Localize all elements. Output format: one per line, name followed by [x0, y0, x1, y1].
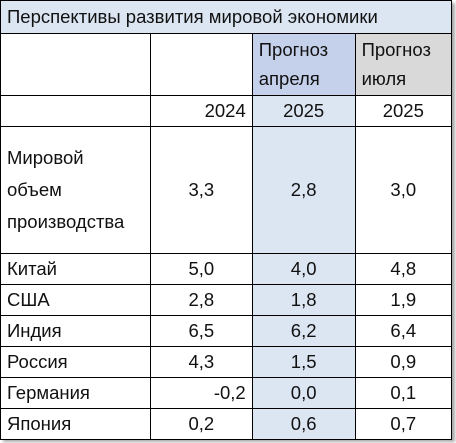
row-label: Германия — [0, 377, 151, 409]
row-label: Индия — [0, 315, 151, 347]
table-row: Китай 5,0 4,0 4,8 — [0, 253, 453, 285]
value-2025-july: 0,9 — [354, 346, 453, 378]
year-2025-april: 2025 — [251, 95, 356, 127]
row-label-line: производства — [7, 211, 125, 232]
april-forecast-header: Прогноз апреля — [251, 33, 356, 96]
value-2025-july: 0,1 — [354, 377, 453, 409]
value-2024: 2,8 — [149, 284, 253, 316]
value-2024: 5,0 — [149, 253, 253, 285]
value-2025-july: 0,7 — [354, 408, 453, 440]
july-forecast-header: Прогноз июля — [354, 33, 453, 96]
table-row: Германия -0,2 0,0 0,1 — [0, 377, 453, 409]
table-row: США 2,8 1,8 1,9 — [0, 284, 453, 316]
table-row: Россия 4,3 1,5 0,9 — [0, 346, 453, 378]
row-label: США — [0, 284, 151, 316]
value-2024: 0,2 — [149, 408, 253, 440]
value-2025-april: 4,0 — [251, 253, 356, 285]
value-2025-july: 1,9 — [354, 284, 453, 316]
row-label-line: Мировой — [7, 147, 84, 168]
value-2025-april: 0,0 — [251, 377, 356, 409]
year-2024: 2024 — [149, 95, 253, 127]
empty-header-cell-2024 — [149, 33, 253, 96]
april-header-line1: Прогноз — [258, 39, 329, 60]
row-label: Мировой объем производства — [0, 126, 151, 254]
value-2024: 6,5 — [149, 315, 253, 347]
forecast-header-row: Прогноз апреля Прогноз июля — [0, 33, 453, 96]
table-row: Мировой объем производства 3,3 2,8 3,0 — [0, 126, 453, 254]
year-row: 2024 2025 2025 — [0, 95, 453, 127]
empty-year-label-cell — [0, 95, 151, 127]
april-header-line2: апреля — [258, 68, 320, 89]
value-2025-april: 1,5 — [251, 346, 356, 378]
value-2025-april: 2,8 — [251, 126, 356, 254]
value-2025-july: 3,0 — [354, 126, 453, 254]
value-2024: 3,3 — [149, 126, 253, 254]
row-label: Япония — [0, 408, 151, 440]
value-2025-april: 0,6 — [251, 408, 356, 440]
row-label: Китай — [0, 253, 151, 285]
title-row: Перспективы развития мировой экономики — [0, 0, 452, 34]
value-2024: 4,3 — [149, 346, 253, 378]
table-row: Индия 6,5 6,2 6,4 — [0, 315, 453, 347]
row-label-line: объем — [7, 179, 62, 200]
value-2025-july: 4,8 — [354, 253, 453, 285]
july-header-line2: июля — [361, 68, 407, 89]
table-title: Перспективы развития мировой экономики — [0, 0, 452, 34]
value-2025-april: 6,2 — [251, 315, 356, 347]
row-label: Россия — [0, 346, 151, 378]
value-2025-april: 1,8 — [251, 284, 356, 316]
value-2025-july: 6,4 — [354, 315, 453, 347]
july-header-line1: Прогноз — [361, 39, 431, 60]
year-2025-july: 2025 — [354, 95, 453, 127]
table-row: Япония 0,2 0,6 0,7 — [0, 408, 453, 440]
empty-header-cell — [0, 33, 151, 96]
value-2024: -0,2 — [149, 377, 253, 409]
